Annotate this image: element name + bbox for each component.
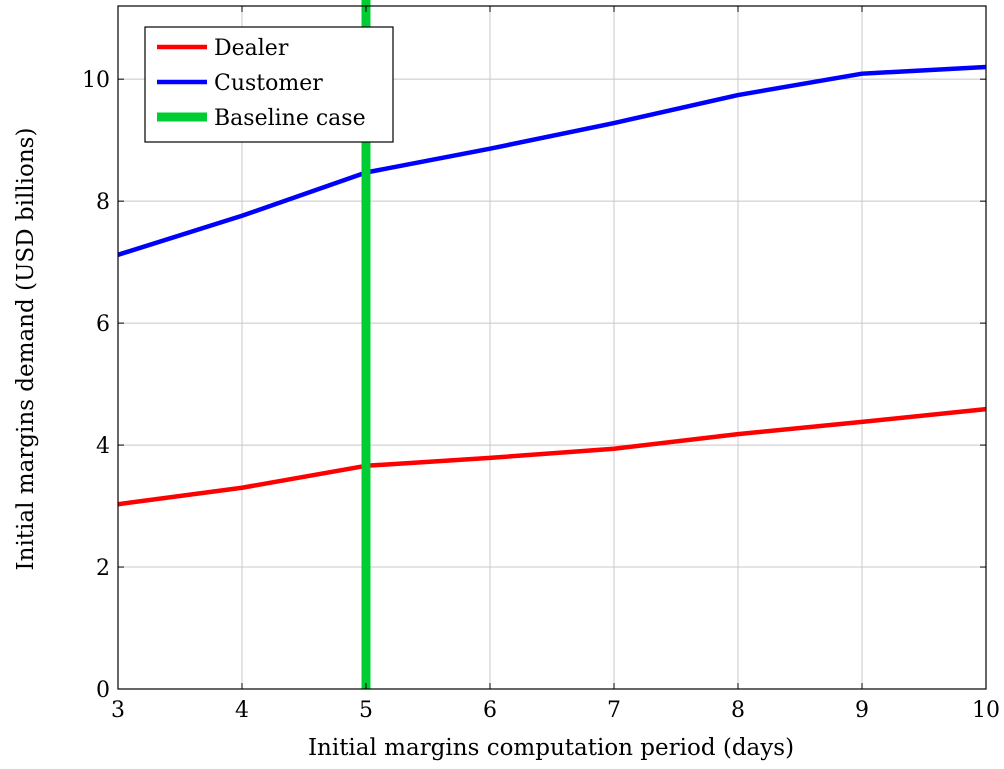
x-tick-label: 6 [483,698,497,723]
x-tick-label: 7 [607,698,621,723]
ticks: 3 4 5 6 7 8 9 10 0 2 4 6 8 10 [82,6,1000,723]
y-tick-label: 8 [96,190,110,215]
x-tick-label: 10 [972,698,1000,723]
y-tick-label: 6 [96,312,110,337]
series-line-customer [117,64,987,257]
y-tick-label: 10 [82,68,110,93]
y-tick-label: 4 [96,434,110,459]
legend: Dealer Customer Baseline case [144,26,394,143]
legend-label: Dealer [214,36,289,61]
legend-label: Baseline case [214,106,366,131]
x-axis-title: Initial margins computation period (days… [308,735,794,761]
legend-label: Customer [214,71,323,96]
y-axis-title: Initial margins demand (USD billions) [13,128,39,571]
series-line-dealer [117,406,987,507]
x-tick-label: 3 [111,698,125,723]
x-tick-label: 5 [359,698,373,723]
x-tick-label: 4 [235,698,249,723]
plot-frame [117,5,987,690]
y-tick-label: 0 [96,678,110,703]
y-tick-label: 2 [96,556,110,581]
x-tick-label: 9 [855,698,869,723]
x-tick-label: 8 [731,698,745,723]
